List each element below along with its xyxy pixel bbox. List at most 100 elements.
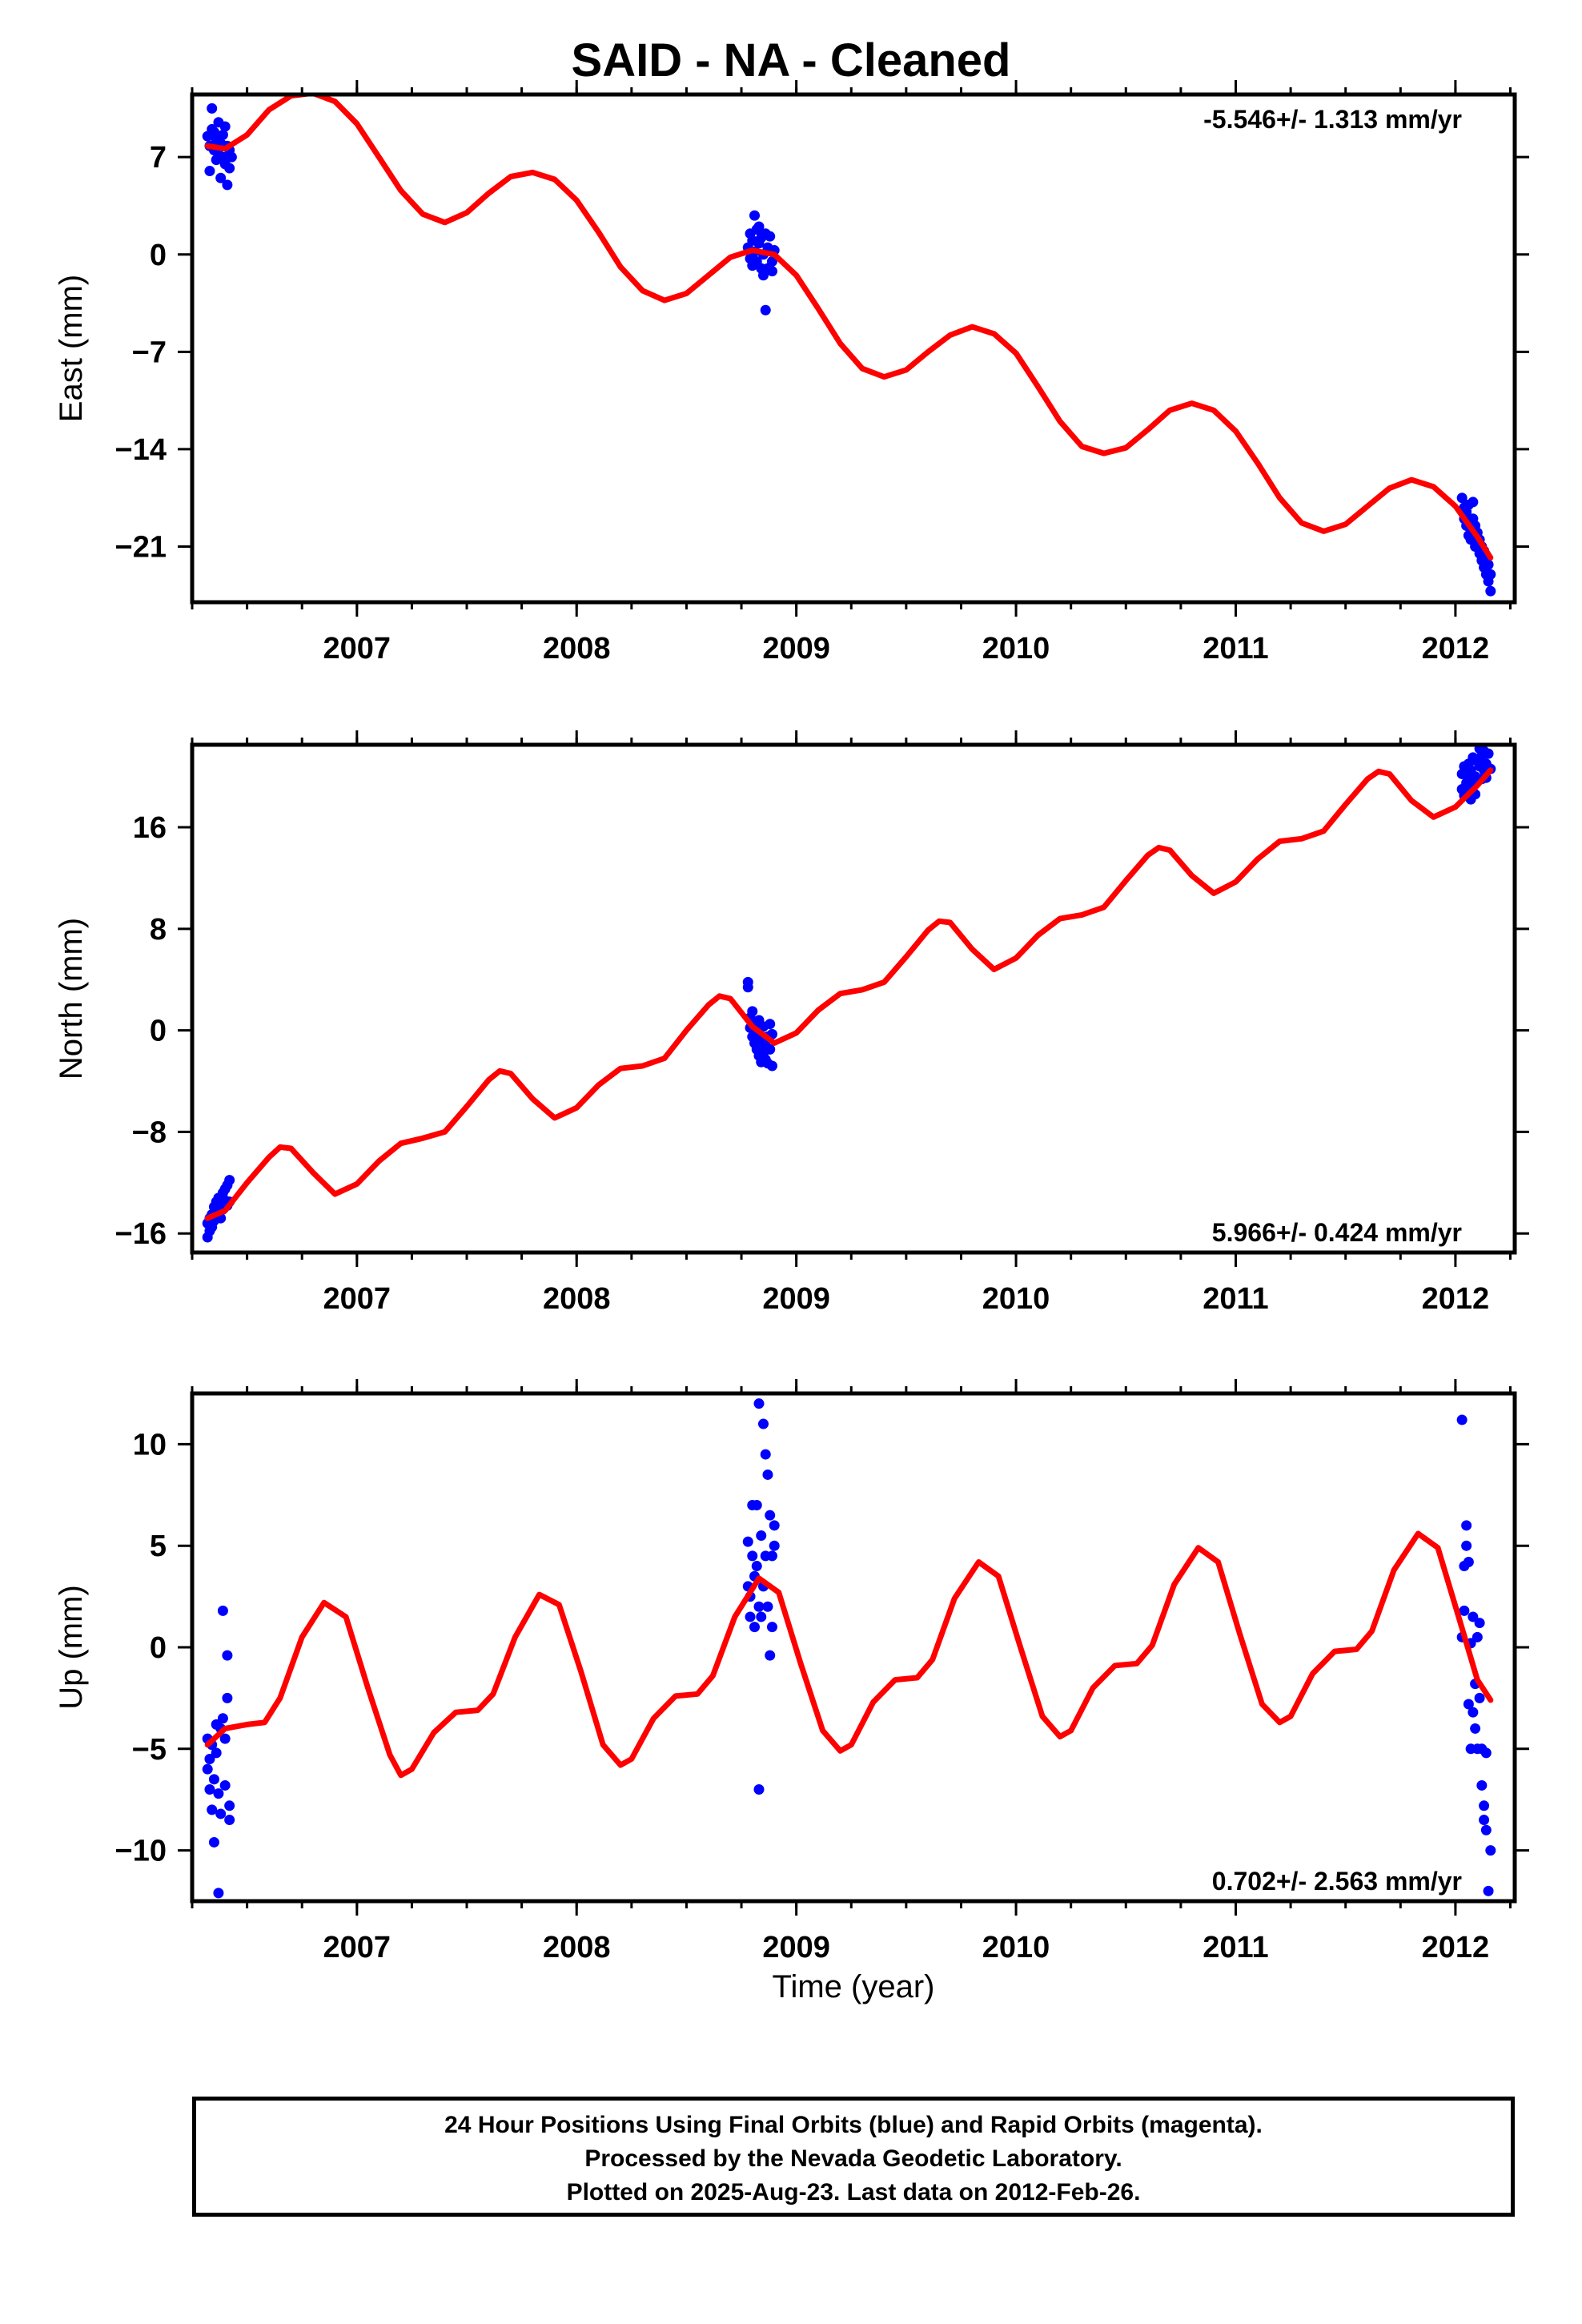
panel-1: 2007 2008 2009 2010 2011 2012 7 0 −7 −14 −21 East (… xyxy=(54,80,1529,665)
x-tick-label: 2007 xyxy=(323,1931,391,1964)
data-point xyxy=(1485,585,1496,597)
data-point xyxy=(765,231,776,242)
data-point xyxy=(753,1601,765,1612)
data-point xyxy=(219,121,231,132)
data-point xyxy=(756,1530,767,1542)
caption-line-2: Processed by the Nevada Geodetic Laborat… xyxy=(584,2145,1122,2172)
x-tick-label: 2012 xyxy=(1422,1282,1490,1316)
x-tick-label: 2010 xyxy=(982,632,1050,665)
data-point xyxy=(1479,1815,1490,1826)
x-tick-label: 2010 xyxy=(982,1931,1050,1964)
data-point xyxy=(1456,493,1468,504)
plot-area xyxy=(202,1398,1496,1899)
data-point xyxy=(1485,569,1496,580)
y-tick-label: 10 xyxy=(133,1428,167,1462)
data-point xyxy=(753,221,765,232)
data-point xyxy=(213,1888,224,1899)
x-tick-label: 2012 xyxy=(1422,632,1490,665)
panel-2: 2007 2008 2009 2010 2011 2012 16 8 0 −8 −16 North (… xyxy=(54,730,1529,1316)
data-point xyxy=(742,982,753,993)
data-point xyxy=(745,1611,756,1622)
data-point xyxy=(1483,559,1494,570)
y-tick-label: 0 xyxy=(150,239,167,272)
y-tick-label: 8 xyxy=(150,913,167,947)
data-point xyxy=(749,210,761,221)
data-point xyxy=(747,1550,758,1562)
data-point xyxy=(224,1175,235,1186)
data-point xyxy=(207,1804,218,1815)
data-point xyxy=(1480,1824,1492,1835)
data-point xyxy=(222,1692,233,1703)
data-point xyxy=(742,1536,753,1547)
data-point xyxy=(765,1510,776,1521)
y-axis-label: North (mm) xyxy=(54,918,89,1080)
caption-line-3: Plotted on 2025-Aug-23. Last data on 201… xyxy=(566,2179,1141,2205)
data-point xyxy=(204,1784,215,1795)
x-tick-label: 2009 xyxy=(762,1931,830,1964)
data-point xyxy=(751,1499,762,1510)
data-point xyxy=(224,163,235,174)
caption-line-1: 24 Hour Positions Using Final Orbits (bl… xyxy=(444,2112,1263,2138)
data-point xyxy=(1480,1747,1492,1759)
data-point xyxy=(1483,1885,1494,1896)
plot-area xyxy=(202,94,1496,597)
data-point xyxy=(215,1808,227,1819)
data-point xyxy=(1476,1779,1488,1791)
x-axis-label: Time (year) xyxy=(773,1969,935,2004)
y-tick-label: 0 xyxy=(150,1015,167,1048)
model-curve xyxy=(204,1530,1494,1779)
data-point xyxy=(765,1019,776,1030)
data-point xyxy=(1483,748,1494,759)
data-point xyxy=(215,172,227,183)
data-point xyxy=(1461,1520,1472,1531)
model-curve xyxy=(204,767,1494,1221)
plot-frame xyxy=(190,92,1517,605)
data-point xyxy=(753,1784,765,1795)
data-point xyxy=(1456,1414,1468,1425)
data-point xyxy=(1459,1605,1470,1616)
y-tick-label: −10 xyxy=(115,1835,167,1868)
data-point xyxy=(219,1733,231,1744)
data-point xyxy=(224,1815,235,1826)
data-point xyxy=(1461,1540,1472,1551)
y-tick-label: 5 xyxy=(150,1530,167,1563)
x-tick-label: 2008 xyxy=(543,1282,611,1316)
data-point xyxy=(1474,1692,1485,1703)
y-tick-label: −7 xyxy=(132,336,167,369)
panel-3: 2007 2008 2009 2010 2011 2012 10 5 0 −5 −10 Up (mm)… xyxy=(54,1379,1529,1964)
data-point xyxy=(1474,1618,1485,1629)
data-point xyxy=(747,1006,758,1017)
data-point xyxy=(753,1398,765,1409)
x-tick-label: 2007 xyxy=(323,632,391,665)
data-point xyxy=(760,1449,771,1460)
x-tick-label: 2008 xyxy=(543,632,611,665)
data-point xyxy=(202,1763,213,1775)
y-tick-label: −21 xyxy=(115,531,167,565)
data-point xyxy=(766,255,777,267)
y-tick-label: −8 xyxy=(132,1116,167,1149)
y-tick-label: −14 xyxy=(115,433,167,467)
data-point xyxy=(766,1550,777,1562)
y-tick-label: 16 xyxy=(133,811,167,845)
data-point xyxy=(217,129,228,140)
x-tick-label: 2009 xyxy=(762,632,830,665)
data-point xyxy=(751,1561,762,1572)
data-point xyxy=(219,1779,231,1791)
data-point xyxy=(211,1747,222,1759)
model-curve xyxy=(204,94,1494,561)
data-point xyxy=(222,179,233,191)
y-tick-label: −5 xyxy=(132,1733,167,1767)
x-tick-label: 2012 xyxy=(1422,1931,1490,1964)
x-tick-label: 2007 xyxy=(323,1282,391,1316)
data-point xyxy=(1463,1556,1474,1567)
data-point xyxy=(208,1836,219,1848)
plot-frame xyxy=(190,1391,1517,1904)
rate-annotation: 5.966+/- 0.424 mm/yr xyxy=(1212,1218,1462,1247)
data-point xyxy=(204,1753,215,1764)
rate-annotation: 0.702+/- 2.563 mm/yr xyxy=(1212,1867,1462,1896)
data-point xyxy=(1470,1723,1481,1734)
y-axis-label: Up (mm) xyxy=(54,1585,89,1710)
data-point xyxy=(756,1611,767,1622)
data-point xyxy=(760,304,771,316)
data-point xyxy=(1485,1845,1496,1856)
